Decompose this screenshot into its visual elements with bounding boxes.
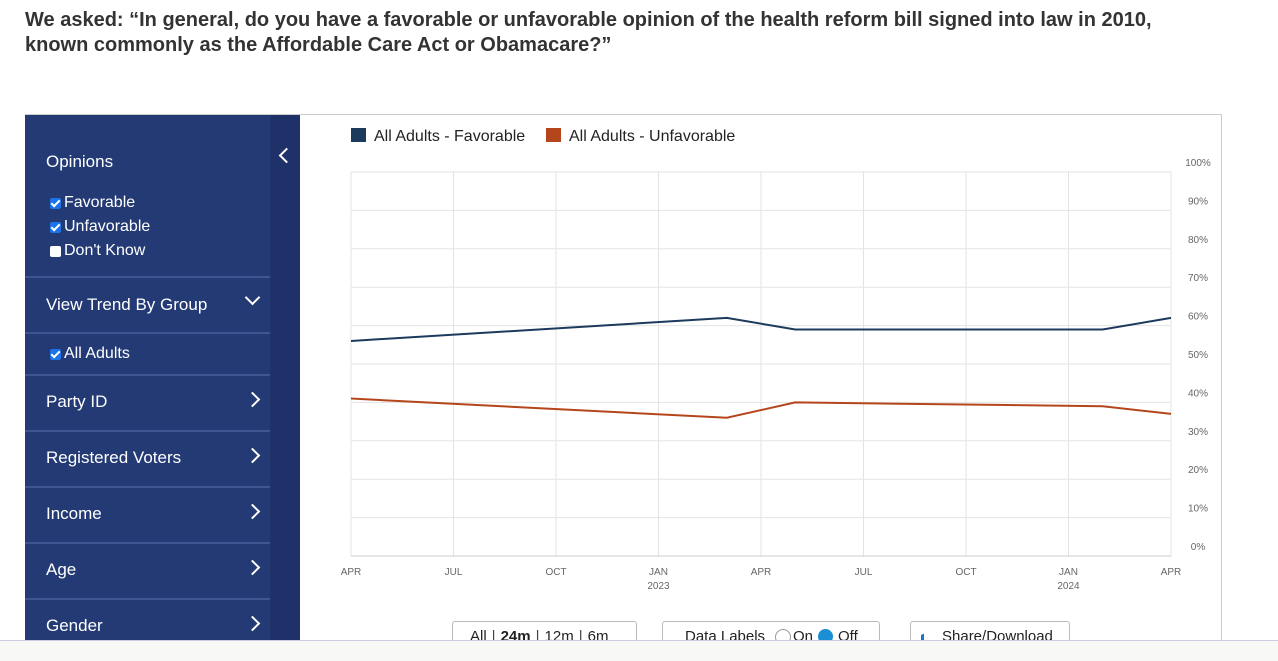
sidebar: Opinions View Trend By Group Favorable Un… xyxy=(25,115,300,640)
y-tick-label: 70% xyxy=(1188,273,1208,284)
series-line xyxy=(350,397,1172,419)
checkbox-label[interactable]: Favorable xyxy=(64,194,136,211)
opinions-title: Opinions xyxy=(46,152,114,171)
x-tick-label: APR xyxy=(341,567,362,578)
data-labels-label: Data Labels xyxy=(685,628,766,641)
x-tick-label: APR xyxy=(1161,567,1182,578)
divider xyxy=(25,332,270,334)
legend-swatch xyxy=(546,128,561,142)
divider xyxy=(25,598,270,600)
range-control: All | 24m | 12m | 6m xyxy=(452,621,637,641)
x-tick-year: 2024 xyxy=(1057,581,1080,592)
divider xyxy=(25,430,270,432)
section-title[interactable]: Age xyxy=(46,560,77,579)
off-label[interactable]: Off xyxy=(838,628,858,641)
share-label[interactable]: Share/Download xyxy=(942,628,1053,641)
share-button[interactable]: Share/Download xyxy=(910,621,1070,641)
section-chevron[interactable] xyxy=(244,559,261,576)
section-chevron[interactable] xyxy=(244,447,261,464)
range-button[interactable]: 12m xyxy=(544,628,574,641)
section-chevron[interactable] xyxy=(244,615,261,632)
y-tick-label: 40% xyxy=(1188,388,1208,399)
checkbox-row[interactable]: Don't Know xyxy=(50,242,145,260)
x-tick-label: JAN xyxy=(1059,567,1078,578)
divider xyxy=(25,486,270,488)
x-tick-label: OCT xyxy=(955,567,976,578)
y-tick-label: 0% xyxy=(1191,542,1206,553)
data-labels-control: Data Labels On Off xyxy=(662,621,880,641)
x-tick-label: OCT xyxy=(545,567,566,578)
x-tick-label: JUL xyxy=(855,567,873,578)
y-tick-label: 10% xyxy=(1188,504,1208,515)
group-title[interactable]: View Trend By Group xyxy=(46,295,208,314)
y-tick-label: 100% xyxy=(1185,158,1211,169)
section-title[interactable]: Party ID xyxy=(46,392,108,411)
legend-swatch xyxy=(351,128,366,142)
y-tick-label: 60% xyxy=(1188,312,1208,323)
checkbox[interactable] xyxy=(50,221,61,233)
question-title: We asked: “In general, do you have a fav… xyxy=(25,9,1152,56)
range-buttons: All | 24m | 12m | 6m xyxy=(470,628,609,641)
y-tick-label: 80% xyxy=(1188,235,1208,246)
x-tick-label: APR xyxy=(751,567,772,578)
divider xyxy=(25,276,270,278)
range-button[interactable]: All xyxy=(470,628,487,641)
section-title[interactable]: Registered Voters xyxy=(46,448,182,467)
range-button[interactable]: 24m xyxy=(500,628,531,641)
y-tick-label: 90% xyxy=(1188,196,1208,207)
separator: | xyxy=(491,628,496,641)
divider xyxy=(25,542,270,544)
checkbox-label[interactable]: Unfavorable xyxy=(64,218,151,235)
separator: | xyxy=(535,628,540,641)
x-tick-year: 2023 xyxy=(647,581,670,592)
x-tick-label: JUL xyxy=(445,567,463,578)
range-button[interactable]: 6m xyxy=(587,628,609,641)
checkbox[interactable] xyxy=(50,197,61,209)
page: We asked: “In general, do you have a fav… xyxy=(0,0,1278,641)
y-tick-label: 30% xyxy=(1188,427,1208,438)
off-radio[interactable] xyxy=(818,629,833,640)
on-label[interactable]: On xyxy=(793,628,814,641)
series-line xyxy=(350,316,1172,342)
section-chevron[interactable] xyxy=(244,503,261,520)
checkbox-row[interactable]: Unfavorable xyxy=(50,218,150,236)
section-title[interactable]: Gender xyxy=(46,616,103,635)
checkbox-row[interactable]: Favorable xyxy=(50,194,135,212)
section-chevron[interactable] xyxy=(244,391,261,408)
y-tick-label: 20% xyxy=(1188,465,1208,476)
checkbox-row[interactable]: All Adults xyxy=(50,345,130,363)
checkbox-label[interactable]: All Adults xyxy=(64,345,130,362)
x-tick-label: JAN xyxy=(649,567,668,578)
collapse-strip[interactable] xyxy=(270,115,300,640)
legend-label[interactable]: All Adults - Unfavorable xyxy=(569,128,735,145)
legend-label[interactable]: All Adults - Favorable xyxy=(374,128,525,145)
y-tick-label: 50% xyxy=(1188,350,1208,361)
share-icon xyxy=(921,627,938,640)
separator: | xyxy=(578,628,583,641)
checkbox-label[interactable]: Don't Know xyxy=(64,242,146,259)
expand-icon[interactable] xyxy=(244,289,261,306)
on-radio[interactable] xyxy=(775,629,791,640)
checkbox[interactable] xyxy=(50,245,61,257)
checkbox[interactable] xyxy=(50,348,61,360)
divider xyxy=(25,374,270,376)
section-title[interactable]: Income xyxy=(46,504,102,523)
